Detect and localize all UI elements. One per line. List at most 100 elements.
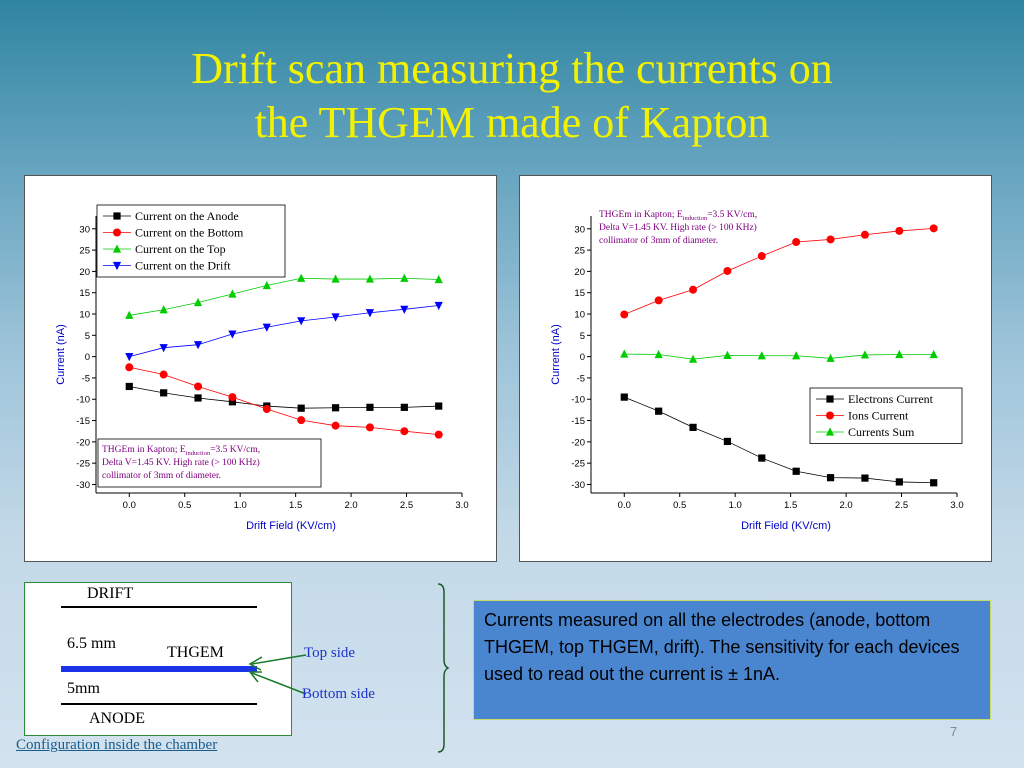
title-line-1: Drift scan measuring the currents on <box>191 44 833 93</box>
right-chart-data-point <box>620 349 629 358</box>
right-chart-data-point <box>861 474 869 482</box>
right-chart-y-tick-label: -25 <box>571 459 585 470</box>
left-chart-data-point <box>400 273 409 282</box>
left-chart-data-point <box>194 394 202 402</box>
left-chart-series-3 <box>125 301 443 362</box>
page-number: 7 <box>950 724 958 739</box>
left-chart-data-point <box>193 341 203 350</box>
gap-bottom-label: 5mm <box>67 680 100 697</box>
right-chart-series-line <box>624 227 934 315</box>
right-chart-x-axis-label: Drift Field (KV/cm) <box>741 520 831 532</box>
right-bracket <box>437 583 450 753</box>
right-chart-y-tick-label: 0 <box>580 352 585 363</box>
right-chart-legend-label: Electrons Current <box>848 392 934 406</box>
left-chart-data-point <box>262 280 271 290</box>
left-chart-series-line <box>129 305 439 358</box>
left-chart-data-point <box>297 416 306 425</box>
right-chart-series-2 <box>620 349 938 363</box>
info-text-box: Currents measured on all the electrodes … <box>473 600 991 720</box>
thgem-electrode-bar <box>61 666 257 672</box>
right-chart-data-point <box>723 350 732 359</box>
left-chart-y-axis-label: Current (nA) <box>55 324 67 385</box>
right-chart-data-point <box>929 349 938 359</box>
left-chart-data-point <box>125 382 133 391</box>
right-chart-data-point <box>654 296 663 305</box>
left-chart-data-point <box>159 305 168 314</box>
left-chart-legend-box <box>96 204 286 278</box>
right-chart-data-point <box>930 479 938 487</box>
right-chart-legend-marker <box>826 395 834 403</box>
left-chart-data-point <box>434 301 443 311</box>
left-chart-x-tick-label: 0.5 <box>178 500 191 511</box>
right-chart-x-tick-label: 3.0 <box>950 500 963 511</box>
left-chart-data-point <box>125 353 134 362</box>
right-chart-x-tick-label: 2.0 <box>839 500 852 511</box>
left-chart-data-point <box>434 274 443 284</box>
left-chart-data-point <box>194 382 203 391</box>
left-chart-y-tick-label: 10 <box>79 310 90 321</box>
left-chart-y-tick-label: 15 <box>79 288 90 299</box>
right-chart-note-line-1: THGEm in Kapton; Einduction=3.5 KV/cm, <box>599 210 757 222</box>
left-chart-x-tick-label: 2.0 <box>344 500 357 511</box>
right-chart-note-line-3: collimator of 3mm of diameter. <box>599 235 718 246</box>
left-chart-data-point <box>400 305 409 314</box>
left-chart-y-tick-label: 25 <box>79 246 90 257</box>
left-chart-note-line-3: collimator of 3mm of diameter. <box>102 470 221 481</box>
right-chart-y-tick-label: -5 <box>577 373 585 384</box>
thgem-label: THGEM <box>167 644 224 661</box>
left-chart-legend-label: Current on the Anode <box>135 209 239 223</box>
right-chart-y-axis-label: Current (nA) <box>550 324 562 385</box>
left-chart-data-point <box>400 403 408 411</box>
gap-top-label: 6.5 mm <box>67 635 116 652</box>
left-chart-data-point <box>228 393 237 402</box>
left-chart-y-tick-label: -30 <box>76 480 90 491</box>
left-chart-legend-label: Current on the Top <box>135 242 226 256</box>
left-chart-data-point <box>331 313 340 322</box>
right-chart-x-tick-label: 2.5 <box>895 500 908 511</box>
right-chart-y-tick-label: -15 <box>571 416 585 427</box>
left-chart-x-tick-label: 2.5 <box>400 500 413 511</box>
left-chart-legend-marker <box>112 261 122 271</box>
right-chart-data-point <box>689 423 697 431</box>
left-chart-series-line <box>129 277 439 316</box>
left-chart-y-tick-label: -15 <box>76 416 90 427</box>
left-chart-data-point <box>365 274 375 283</box>
left-chart-data-point <box>160 389 168 397</box>
chamber-configuration-diagram: DRIFT 6.5 mm THGEM 5mm ANODE <box>24 582 292 736</box>
left-chart-y-tick-label: -25 <box>76 459 90 470</box>
right-chart-data-point <box>826 353 835 362</box>
right-chart-data-point <box>620 393 628 401</box>
left-chart-y-tick-label: -20 <box>76 437 90 448</box>
right-chart-x-tick-label: 1.5 <box>784 500 797 511</box>
left-chart-legend-marker <box>113 228 121 237</box>
left-chart-data-point <box>400 427 409 436</box>
left-chart-data-point <box>297 404 305 412</box>
right-chart-data-point <box>860 230 869 239</box>
right-chart-data-point <box>688 354 698 363</box>
top-side-label: Top side <box>304 645 356 661</box>
right-chart-data-point <box>723 437 732 446</box>
right-chart-series-1 <box>620 224 938 319</box>
right-chart-y-tick-label: 25 <box>574 246 585 257</box>
left-chart-y-tick-label: -5 <box>82 373 90 384</box>
configuration-caption[interactable]: Configuration inside the chamber <box>16 737 218 753</box>
right-chart-data-point <box>826 235 835 244</box>
right-chart-y-tick-label: 15 <box>574 288 585 299</box>
right-chart-data-point <box>792 237 801 246</box>
right-chart-series-line <box>624 353 934 360</box>
left-chart-data-point <box>331 404 340 412</box>
right-chart-data-point <box>757 252 766 261</box>
left-chart-x-axis-label: Drift Field (KV/cm) <box>246 520 336 532</box>
right-chart-legend-marker <box>825 427 835 436</box>
left-chart-data-point <box>262 323 271 332</box>
chart-right: 30 25 20 15 10 5 0 -5 -10 -15 -20 -25 -30 0.0 0.5 1.0 1.… <box>550 210 964 532</box>
left-chart-data-point <box>331 421 340 430</box>
left-chart-data-point <box>193 297 203 307</box>
left-chart-series-2 <box>125 273 443 319</box>
right-chart-data-point <box>929 224 938 233</box>
left-chart-legend-label: Current on the Bottom <box>135 226 244 240</box>
right-chart-y-tick-label: -20 <box>571 437 585 448</box>
left-chart-data-point <box>228 398 237 406</box>
right-chart-x-tick-label: 0.0 <box>618 500 631 511</box>
right-chart-data-point <box>895 226 904 235</box>
